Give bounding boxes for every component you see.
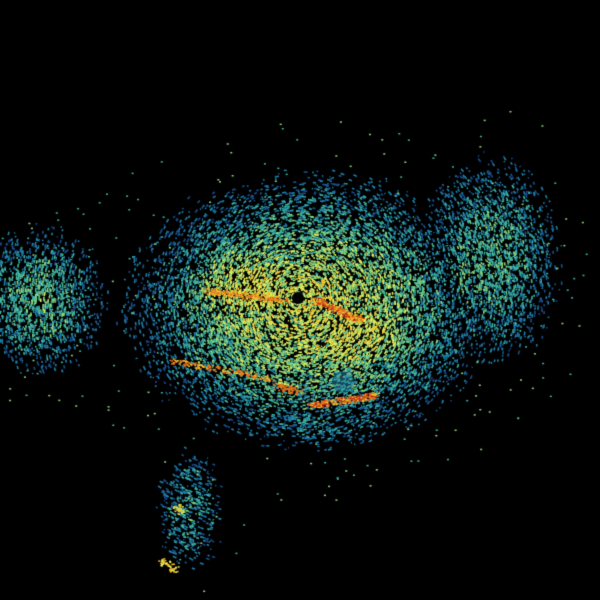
radar-echo-canvas xyxy=(0,0,600,600)
radar-image xyxy=(0,0,600,600)
